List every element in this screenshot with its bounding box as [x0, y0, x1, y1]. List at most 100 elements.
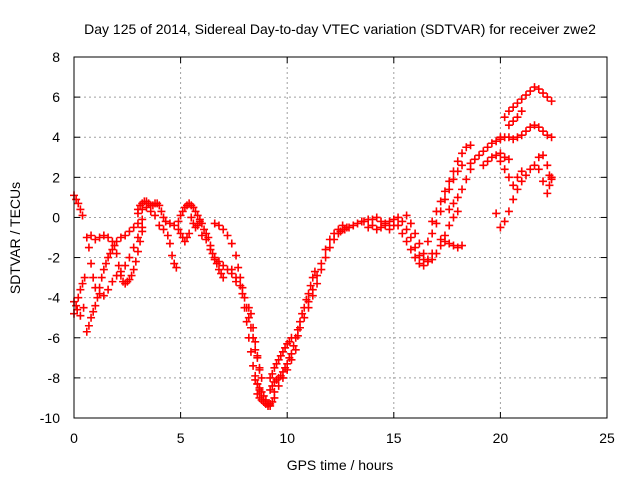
- data-point: [440, 187, 449, 196]
- data-point: [504, 207, 513, 216]
- data-point: [266, 399, 275, 408]
- data-point: [168, 251, 177, 260]
- data-point: [157, 207, 166, 216]
- data-point: [227, 239, 236, 248]
- data-point: [227, 265, 236, 274]
- data-points: [70, 83, 556, 410]
- data-point: [125, 253, 134, 262]
- data-point: [170, 221, 179, 230]
- data-point: [76, 205, 85, 214]
- data-point: [99, 231, 108, 240]
- data-point: [453, 207, 462, 216]
- data-point: [174, 225, 183, 234]
- data-point: [423, 237, 432, 246]
- data-point: [165, 219, 174, 228]
- data-point: [534, 123, 543, 132]
- data-point: [84, 321, 93, 330]
- data-point: [242, 317, 251, 326]
- data-point: [251, 375, 260, 384]
- data-point: [359, 217, 368, 226]
- data-point: [445, 239, 454, 248]
- data-point: [257, 387, 266, 396]
- data-point: [270, 363, 279, 372]
- data-point: [521, 91, 530, 100]
- data-point: [159, 213, 168, 222]
- data-point: [295, 323, 304, 332]
- data-point: [509, 117, 518, 126]
- data-point: [415, 239, 424, 248]
- data-point: [161, 217, 170, 226]
- data-point: [330, 229, 339, 238]
- data-point: [114, 261, 123, 270]
- data-point: [470, 155, 479, 164]
- data-point: [202, 235, 211, 244]
- data-point: [251, 345, 260, 354]
- data-point: [458, 241, 467, 250]
- data-point: [428, 229, 437, 238]
- data-point: [266, 385, 275, 394]
- data-point: [121, 231, 130, 240]
- data-point: [82, 233, 91, 242]
- data-point: [539, 89, 548, 98]
- data-point: [172, 263, 181, 272]
- data-point: [534, 165, 543, 174]
- data-point: [110, 241, 119, 250]
- data-point: [513, 113, 522, 122]
- data-point: [547, 173, 556, 182]
- data-point: [310, 267, 319, 276]
- data-point: [500, 165, 509, 174]
- data-point: [127, 271, 136, 280]
- data-point: [492, 209, 501, 218]
- data-point: [287, 349, 296, 358]
- data-point: [325, 243, 334, 252]
- data-point: [517, 167, 526, 176]
- data-point: [131, 257, 140, 266]
- data-point: [415, 259, 424, 268]
- data-point: [504, 155, 513, 164]
- data-point: [449, 175, 458, 184]
- data-point: [185, 229, 194, 238]
- data-point: [539, 151, 548, 160]
- data-point: [170, 259, 179, 268]
- data-point: [219, 225, 228, 234]
- data-point: [133, 209, 142, 218]
- data-point: [449, 167, 458, 176]
- data-point: [385, 217, 394, 226]
- data-point: [349, 221, 358, 230]
- data-point: [321, 253, 330, 262]
- data-point: [87, 259, 96, 268]
- data-point: [87, 231, 96, 240]
- data-point: [338, 221, 347, 230]
- y-tick-label: -4: [48, 290, 61, 306]
- data-point: [479, 147, 488, 156]
- data-point: [517, 131, 526, 140]
- data-point: [521, 171, 530, 180]
- y-tick-label: 2: [52, 169, 60, 185]
- data-point: [112, 237, 121, 246]
- y-axis-ticks: -10 -8 -6 -4 -2 0 2 4 6 8: [40, 49, 607, 426]
- data-point: [108, 277, 117, 286]
- data-point: [97, 273, 106, 282]
- data-point: [244, 313, 253, 322]
- data-point: [496, 223, 505, 232]
- data-point: [436, 235, 445, 244]
- data-point: [308, 285, 317, 294]
- data-point: [500, 153, 509, 162]
- data-point: [445, 177, 454, 186]
- data-point: [101, 259, 110, 268]
- data-point: [73, 305, 82, 314]
- data-point: [180, 237, 189, 246]
- data-point: [76, 285, 85, 294]
- data-point: [453, 193, 462, 202]
- data-point: [436, 197, 445, 206]
- data-point: [89, 273, 98, 282]
- data-point: [492, 151, 501, 160]
- x-tick-label: 25: [599, 430, 615, 446]
- data-point: [129, 223, 138, 232]
- data-point: [244, 303, 253, 312]
- data-point: [526, 87, 535, 96]
- data-point: [187, 213, 196, 222]
- data-point: [411, 229, 420, 238]
- data-point: [340, 225, 349, 234]
